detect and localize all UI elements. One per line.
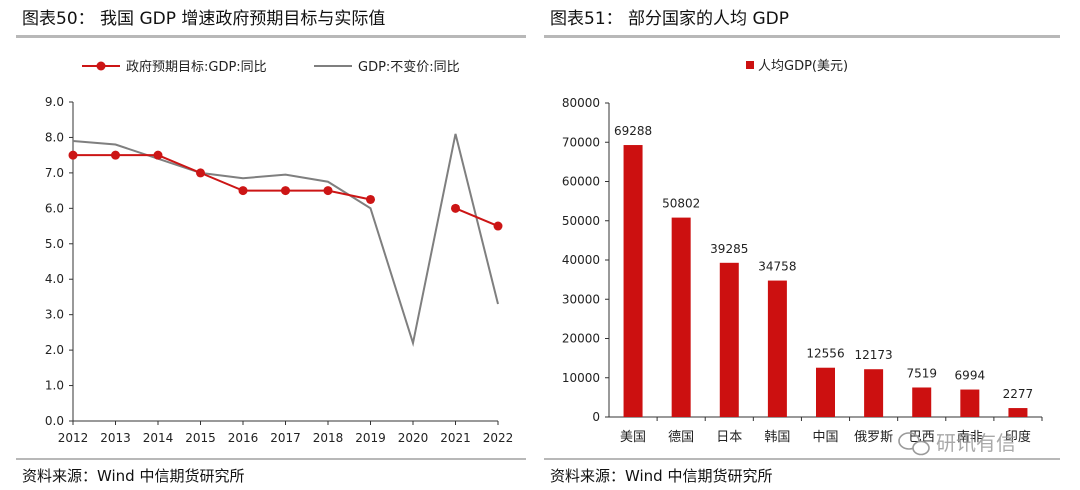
- bar-value-label: 34758: [758, 260, 796, 274]
- y-tick-label: 2.0: [45, 343, 64, 357]
- target-point: [493, 221, 503, 231]
- x-tick-label: 2016: [228, 431, 259, 445]
- bar-chart-svg: 人均GDP(美元) 80000 70000 60000 50000 40000 30000…: [562, 59, 1043, 445]
- line-chart-svg: 政府预期目标:GDP:同比 GDP:不变价:同比 9.0 8.0 7.0 6.0 5.0…: [45, 59, 513, 445]
- x-category-label: 巴西: [909, 430, 935, 445]
- bar-chart-figure-title: 图表51： 部分国家的人均 GDP: [550, 9, 789, 29]
- bar: [864, 369, 884, 417]
- x-tick-label: 2018: [313, 431, 344, 445]
- line-legend: 政府预期目标:GDP:同比 GDP:不变价:同比: [82, 59, 460, 75]
- x-tick-label: 2015: [185, 431, 216, 445]
- y-tick-label: 0: [592, 410, 600, 424]
- line-chart-bottom-rule: [16, 458, 526, 460]
- bar-chart-source: 资料来源：Wind 中信期货研究所: [550, 467, 773, 485]
- y-tick-label: 1.0: [45, 379, 64, 393]
- x-category-label: 德国: [668, 430, 694, 445]
- bar-value-label: 12173: [855, 348, 893, 362]
- bar-value-label: 50802: [662, 197, 700, 211]
- bar: [767, 280, 787, 417]
- legend-label-target: 政府预期目标:GDP:同比: [126, 60, 267, 75]
- x-tick-label: 2022: [483, 431, 514, 445]
- y-tick-label: 40000: [562, 253, 600, 267]
- bar-legend: 人均GDP(美元): [746, 59, 848, 74]
- bar-chart-axes: 80000 70000 60000 50000 40000 30000 20000 10000…: [562, 96, 1043, 445]
- target-point: [68, 150, 78, 160]
- y-tick-label: 7.0: [45, 166, 64, 180]
- y-tick-label: 4.0: [45, 272, 64, 286]
- line-chart-plot: [68, 133, 503, 348]
- y-tick-label: 10000: [562, 371, 600, 385]
- target-point: [238, 186, 248, 196]
- bar-chart-plot: 69288 50802 39285 34758 12556 12173 7519 6994 22…: [614, 124, 1033, 417]
- x-tick-label: 2012: [58, 431, 89, 445]
- x-category-label: 印度: [1005, 429, 1031, 445]
- bar: [816, 367, 835, 417]
- bar: [671, 217, 691, 417]
- target-point: [153, 150, 163, 160]
- y-tick-label: 3.0: [45, 308, 64, 322]
- x-tick-label: 2017: [270, 431, 301, 445]
- bar: [912, 387, 932, 417]
- y-tick-label: 0.0: [45, 414, 64, 428]
- x-tick-label: 2020: [398, 431, 429, 445]
- x-tick-label: 2013: [100, 431, 131, 445]
- line-chart-panel: 图表50： 我国 GDP 增速政府预期目标与实际值 政府预期目标:GDP:同比 …: [0, 0, 530, 490]
- line-chart-figure-title: 图表50： 我国 GDP 增速政府预期目标与实际值: [22, 9, 386, 29]
- y-tick-label: 5.0: [45, 237, 64, 251]
- bar-value-label: 39285: [710, 242, 748, 256]
- y-tick-label: 8.0: [45, 130, 64, 144]
- line-chart-axes: 9.0 8.0 7.0 6.0 5.0 4.0 3.0 2.0 1.0 0.0 2012 2013 20…: [45, 95, 513, 445]
- legend-marker-target: [96, 61, 106, 71]
- x-category-label: 中国: [812, 430, 838, 445]
- target-point: [451, 203, 460, 213]
- series-line-target: [73, 154, 371, 201]
- bar-value-label: 7519: [906, 366, 937, 380]
- x-category-label: 日本: [716, 430, 742, 445]
- y-tick-label: 9.0: [45, 95, 64, 109]
- y-tick-label: 80000: [562, 96, 600, 110]
- legend-label-gdp-per-capita: 人均GDP(美元): [758, 59, 848, 74]
- x-category-label: 南非: [957, 429, 983, 445]
- y-tick-label: 60000: [562, 175, 600, 189]
- bar: [623, 145, 643, 417]
- y-tick-label: 50000: [562, 214, 600, 228]
- x-tick-label: 2021: [440, 431, 471, 445]
- line-chart-source: 资料来源：Wind 中信期货研究所: [22, 467, 245, 485]
- series-line-actual: [72, 133, 499, 348]
- x-category-label: 韩国: [764, 430, 790, 445]
- line-chart-top-rule: [16, 35, 526, 38]
- target-point: [281, 186, 290, 196]
- bar-value-label: 12556: [806, 347, 844, 361]
- bar-chart-bottom-rule: [544, 458, 1060, 460]
- y-tick-label: 70000: [562, 135, 600, 149]
- target-point: [111, 150, 120, 160]
- bar: [960, 389, 980, 417]
- target-point: [323, 186, 333, 196]
- legend-swatch-gdp-per-capita: [746, 61, 754, 69]
- x-tick-label: 2019: [355, 431, 386, 445]
- series-line-target: [455, 207, 499, 227]
- bar: [1008, 408, 1028, 417]
- x-tick-label: 2014: [143, 431, 174, 445]
- bar-value-label: 6994: [955, 369, 986, 383]
- bar-value-label: 2277: [1003, 387, 1034, 401]
- x-category-label: 美国: [620, 430, 646, 445]
- target-point: [366, 194, 375, 204]
- legend-item-actual: GDP:不变价:同比: [314, 59, 460, 75]
- y-tick-label: 30000: [562, 292, 600, 306]
- bar-chart-panel: 图表51： 部分国家的人均 GDP 人均GDP(美元) 80000 70000 60…: [530, 0, 1080, 490]
- y-tick-label: 20000: [562, 332, 600, 346]
- legend-item-target: 政府预期目标:GDP:同比: [82, 60, 267, 75]
- y-tick-label: 6.0: [45, 201, 64, 215]
- target-point: [196, 168, 205, 178]
- legend-label-actual: GDP:不变价:同比: [358, 59, 460, 75]
- x-category-label: 俄罗斯: [854, 430, 893, 445]
- bar-chart-top-rule: [544, 35, 1060, 38]
- bar-value-label: 69288: [614, 124, 652, 138]
- bar: [719, 262, 739, 417]
